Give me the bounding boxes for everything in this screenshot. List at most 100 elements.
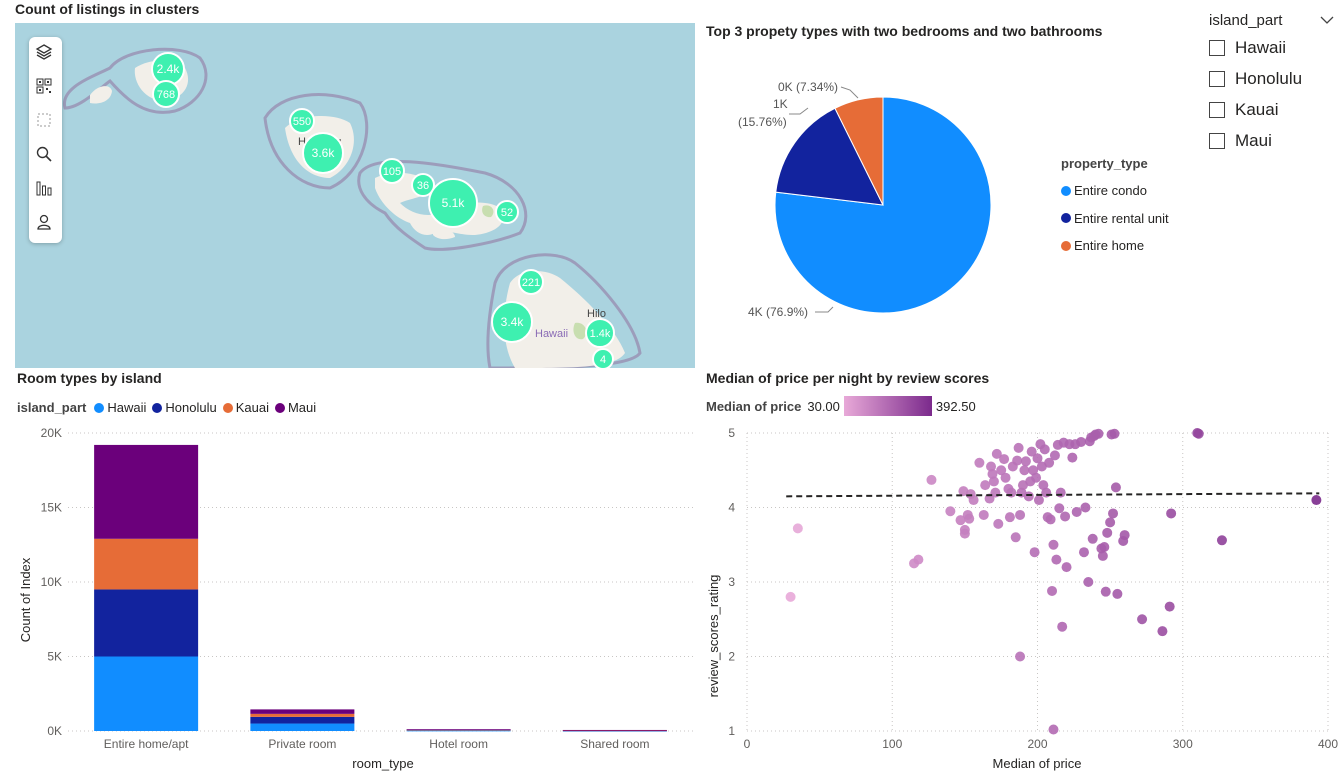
scatter-point[interactable] — [1099, 541, 1110, 552]
bar-segment[interactable] — [250, 713, 355, 717]
scatter-point[interactable] — [1076, 436, 1087, 447]
scatter-point[interactable] — [1004, 512, 1015, 523]
bar-segment[interactable] — [406, 729, 511, 731]
scatter-point[interactable] — [1015, 509, 1026, 520]
pie-slice-home[interactable] — [834, 96, 884, 206]
scatter-point[interactable] — [1026, 446, 1037, 457]
scatter-point[interactable] — [785, 591, 796, 602]
scatter-point[interactable] — [1311, 495, 1322, 506]
scatter-point[interactable] — [1039, 444, 1050, 455]
scatter-point[interactable] — [1078, 547, 1089, 558]
scatter-point[interactable] — [1100, 586, 1111, 597]
scatter-point[interactable] — [1013, 442, 1024, 453]
scatter-point[interactable] — [1087, 533, 1098, 544]
scatter-point[interactable] — [945, 506, 956, 517]
scatter-point[interactable] — [986, 461, 997, 472]
scatter-point[interactable] — [1166, 508, 1177, 519]
scatter-point[interactable] — [987, 468, 998, 479]
scatter-point[interactable] — [980, 480, 991, 491]
bar-segment[interactable] — [94, 444, 199, 539]
cluster-marker[interactable] — [379, 158, 405, 184]
scatter-point[interactable] — [996, 465, 1007, 476]
scatter-point[interactable] — [1109, 428, 1120, 439]
chevron-down-icon[interactable] — [1320, 12, 1334, 29]
scatter-point[interactable] — [1015, 651, 1026, 662]
scatter-point[interactable] — [1157, 626, 1168, 637]
scatter-point[interactable] — [1010, 532, 1021, 543]
scatter-point[interactable] — [1061, 562, 1072, 573]
search-icon[interactable] — [35, 145, 56, 166]
bar-legend-item-hawaii[interactable]: Hawaii — [94, 400, 146, 415]
bar-segment[interactable] — [250, 723, 355, 731]
bar-segment[interactable] — [406, 729, 511, 731]
scatter-point[interactable] — [1044, 457, 1055, 468]
scatter-point[interactable] — [1023, 491, 1034, 502]
bar-legend-item-maui[interactable]: Maui — [274, 400, 316, 415]
scatter-point[interactable] — [1083, 577, 1094, 587]
bar-chart[interactable]: 0K 5K 10K 15K 20K Entire home/apt Private roo… — [0, 420, 700, 776]
scatter-point[interactable] — [1047, 585, 1058, 596]
pie-legend-item-home[interactable]: Entire home — [1061, 232, 1169, 260]
scatter-point[interactable] — [1105, 517, 1116, 528]
scatter-point[interactable] — [1051, 554, 1062, 565]
person-icon[interactable] — [35, 213, 56, 234]
pie-chart[interactable]: 4K (76.9%) 1K (15.76%) 0K (7.34%) — [700, 40, 1200, 340]
scatter-point[interactable] — [1031, 472, 1042, 483]
bar-segment[interactable] — [250, 716, 355, 724]
pie-slice-rental[interactable] — [775, 107, 884, 206]
bar-segment[interactable] — [94, 589, 199, 657]
scatter-point[interactable] — [1045, 514, 1056, 525]
checkbox[interactable] — [1209, 101, 1225, 118]
scatter-point[interactable] — [1049, 450, 1060, 461]
layers-icon[interactable] — [35, 43, 56, 64]
scatter-point[interactable] — [1164, 601, 1175, 612]
scatter-point[interactable] — [964, 513, 975, 524]
scatter-point[interactable] — [1032, 453, 1043, 464]
scatter-point[interactable] — [991, 448, 1002, 459]
scatter-point[interactable] — [1029, 547, 1040, 558]
cluster-marker[interactable] — [592, 348, 614, 368]
cluster-marker[interactable] — [585, 318, 615, 348]
checkbox[interactable] — [1209, 39, 1225, 56]
scatter-point[interactable] — [993, 518, 1004, 529]
scatter-point[interactable] — [1006, 487, 1017, 498]
cluster-marker[interactable] — [152, 80, 180, 108]
scatter-point[interactable] — [1020, 456, 1031, 467]
cluster-marker[interactable] — [428, 178, 478, 228]
scatter-point[interactable] — [1097, 550, 1108, 561]
bar-segment[interactable] — [94, 538, 199, 590]
scatter-point[interactable] — [968, 495, 979, 506]
cluster-marker[interactable] — [495, 200, 519, 224]
scatter-point[interactable] — [1093, 428, 1104, 439]
cluster-marker[interactable] — [518, 269, 544, 295]
scatter-point[interactable] — [1110, 482, 1121, 493]
scatter-point[interactable] — [792, 523, 803, 534]
bar-chart-icon[interactable] — [35, 179, 56, 200]
scatter-point[interactable] — [1067, 452, 1078, 463]
scatter-point[interactable] — [1216, 535, 1227, 546]
slicer-header[interactable]: island_part — [1209, 8, 1334, 32]
scatter-point[interactable] — [1057, 621, 1068, 632]
scatter-point[interactable] — [1041, 487, 1052, 498]
scatter-point[interactable] — [988, 476, 999, 487]
bar-segment[interactable] — [250, 709, 355, 714]
scatter-point[interactable] — [1048, 539, 1059, 550]
scatter-point[interactable] — [1112, 588, 1123, 599]
map-canvas[interactable]: Honolulu Hilo Hawaii 2.4k7685503.6k10536… — [15, 23, 695, 368]
scatter-point[interactable] — [926, 474, 937, 485]
scatter-point[interactable] — [955, 515, 966, 526]
cluster-marker[interactable] — [411, 173, 435, 197]
scatter-point[interactable] — [1119, 530, 1130, 541]
qr-icon[interactable] — [35, 77, 56, 98]
checkbox[interactable] — [1209, 132, 1225, 149]
bar-legend-item-honolulu[interactable]: Honolulu — [152, 400, 217, 415]
scatter-point[interactable] — [1193, 428, 1204, 439]
scatter-point[interactable] — [959, 524, 970, 535]
cluster-map[interactable]: Honolulu Hilo Hawaii 2.4k7685503.6k10536… — [15, 23, 695, 368]
scatter-point[interactable] — [1000, 472, 1011, 483]
scatter-point[interactable] — [999, 454, 1010, 465]
pie-legend-item-condo[interactable]: Entire condo — [1061, 177, 1169, 205]
slicer-option-honolulu[interactable]: Honolulu — [1209, 63, 1334, 94]
scatter-point[interactable] — [1054, 503, 1065, 514]
scatter-point[interactable] — [1012, 455, 1023, 466]
